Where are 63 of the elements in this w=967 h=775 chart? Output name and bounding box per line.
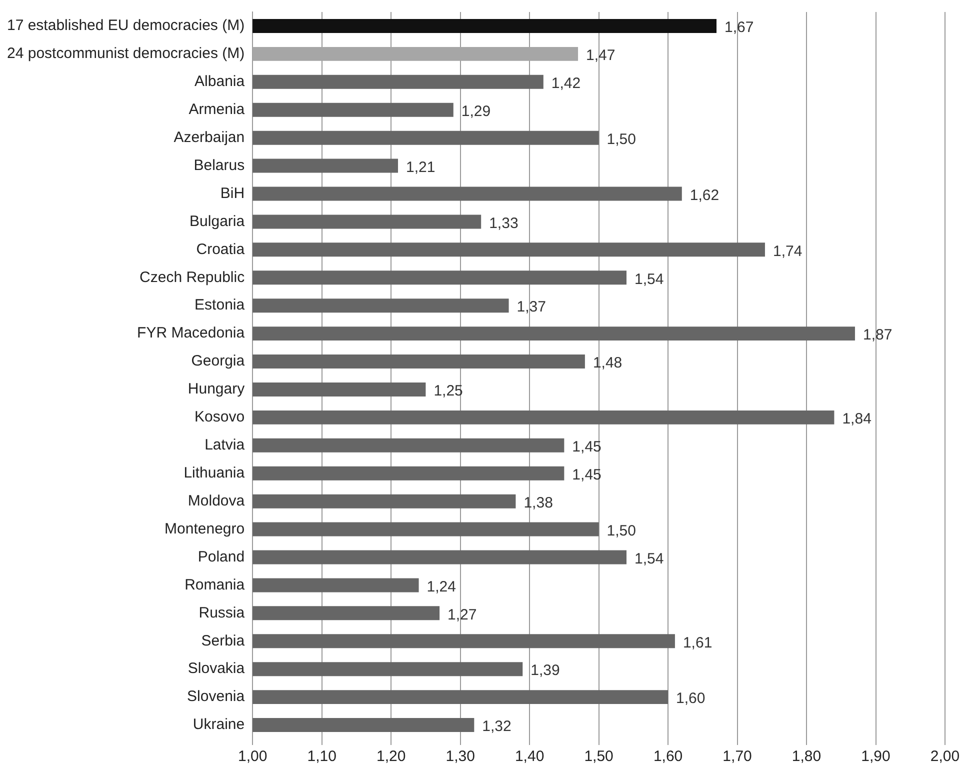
x-tick-label: 1,80 [792, 748, 822, 766]
data-label: 1,54 [634, 550, 664, 568]
y-tick-label: Montenegro [164, 520, 245, 538]
y-tick-label: Georgia [191, 352, 246, 370]
data-label: 1,60 [676, 690, 706, 708]
y-tick-label: Ukraine [192, 716, 245, 734]
data-label: 1,45 [572, 438, 602, 456]
data-label: 1,32 [482, 718, 512, 736]
data-label: 1,84 [842, 410, 872, 428]
data-label: 1,33 [489, 214, 518, 232]
data-label: 1,21 [406, 158, 436, 176]
x-tick-label: 2,00 [930, 748, 960, 766]
data-label: 1,39 [530, 662, 560, 680]
y-tick-label: Romania [184, 576, 246, 594]
y-tick-label: Estonia [194, 296, 246, 314]
y-tick-label: Croatia [196, 240, 246, 258]
y-tick-label: Czech Republic [140, 268, 246, 286]
y-tick-label: Lithuania [184, 464, 246, 482]
data-label: 1,54 [634, 270, 664, 288]
x-tick-label: 1,40 [514, 748, 544, 766]
data-label: 1,62 [690, 186, 720, 204]
x-tick-label: 1,60 [653, 748, 683, 766]
y-tick-label: Slovenia [187, 688, 246, 706]
data-label: 1,67 [724, 19, 754, 36]
data-label: 1,29 [461, 103, 491, 120]
data-label: 1,38 [524, 494, 553, 512]
y-tick-label: Poland [198, 548, 245, 566]
data-label: 1,61 [682, 634, 712, 652]
x-tick-label: 1,50 [584, 748, 614, 766]
x-tick-label: 1,30 [446, 748, 475, 766]
y-tick-label: Albania [194, 73, 246, 90]
y-tick-label: Latvia [204, 436, 246, 454]
y-tick-label: Kosovo [194, 408, 245, 426]
y-tick-label: Serbia [201, 632, 246, 650]
y-tick-label: Russia [198, 604, 246, 622]
data-label: 1,50 [606, 522, 636, 540]
data-label: 1,48 [592, 354, 622, 372]
y-tick-label: Moldova [188, 492, 246, 510]
y-tick-label: Belarus [194, 156, 245, 174]
y-tick-label: BiH [220, 184, 245, 202]
data-label: 1,87 [862, 326, 892, 344]
data-label: 1,24 [426, 578, 456, 596]
x-tick-label: 1,00 [238, 748, 268, 766]
data-label: 1,45 [572, 466, 602, 484]
data-label: 1,74 [772, 242, 802, 260]
x-tick-label: 1,90 [861, 748, 890, 766]
data-label: 1,47 [586, 47, 616, 64]
y-tick-label: Hungary [188, 380, 246, 398]
x-tick-label: 1,10 [307, 748, 336, 766]
data-label: 1,37 [516, 298, 546, 316]
y-tick-label: Bulgaria [190, 212, 246, 230]
y-tick-label: FYR Macedonia [137, 324, 246, 342]
data-label: 1,50 [606, 130, 636, 148]
y-tick-label: Azerbaijan [174, 128, 245, 146]
x-tick-label: 1,70 [722, 748, 752, 766]
y-tick-label: 24 postcommunist democracies (M) [7, 45, 245, 62]
data-label: 1,25 [434, 382, 463, 400]
data-label: 1,27 [448, 606, 477, 624]
y-tick-label: 17 established EU democracies (M) [6, 17, 245, 34]
data-label: 1,42 [551, 75, 581, 92]
y-tick-label: Armenia [188, 101, 246, 118]
y-tick-label: Slovakia [188, 660, 246, 678]
x-tick-label: 1,20 [376, 748, 406, 766]
